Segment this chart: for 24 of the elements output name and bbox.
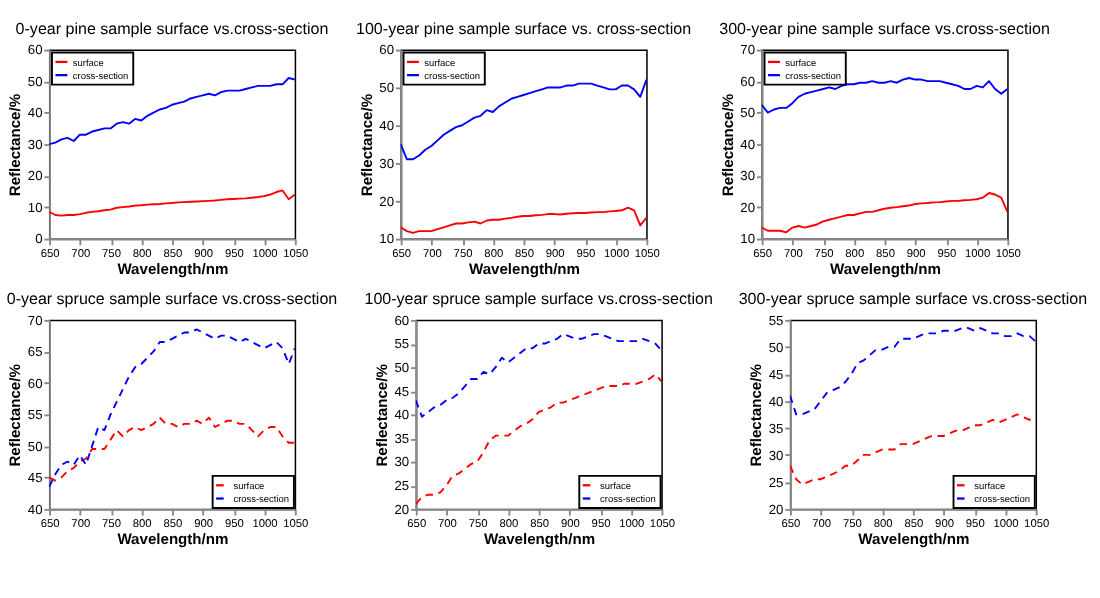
line-series (49, 328, 295, 488)
line-series (761, 77, 1008, 114)
line-series (400, 206, 647, 234)
y-axis-title: Reflectance/% (747, 363, 766, 467)
x-axis-title: Wavelength/nm (858, 529, 970, 548)
line-series (49, 189, 295, 217)
y-axis-title: Reflectance/% (357, 93, 376, 197)
line-series (790, 327, 1036, 416)
x-axis-title: Wavelength/nm (117, 259, 229, 278)
line-series (400, 78, 647, 161)
line-series (790, 413, 1036, 486)
y-axis-title: Reflectance/% (372, 363, 391, 467)
x-axis-title: Wavelength/nm (468, 259, 581, 278)
line-series (49, 77, 295, 146)
line-series (415, 373, 662, 506)
y-axis-title: Reflectance/% (718, 93, 737, 197)
x-axis-title: Wavelength/nm (484, 529, 596, 548)
y-axis-title: Reflectance/% (6, 93, 25, 197)
line-series (415, 333, 662, 418)
x-axis-title: Wavelength/nm (117, 529, 229, 548)
line-series (761, 192, 1008, 234)
x-axis-title: Wavelength/nm (829, 259, 942, 278)
y-axis-title: Reflectance/% (6, 363, 25, 467)
line-series (49, 416, 295, 482)
